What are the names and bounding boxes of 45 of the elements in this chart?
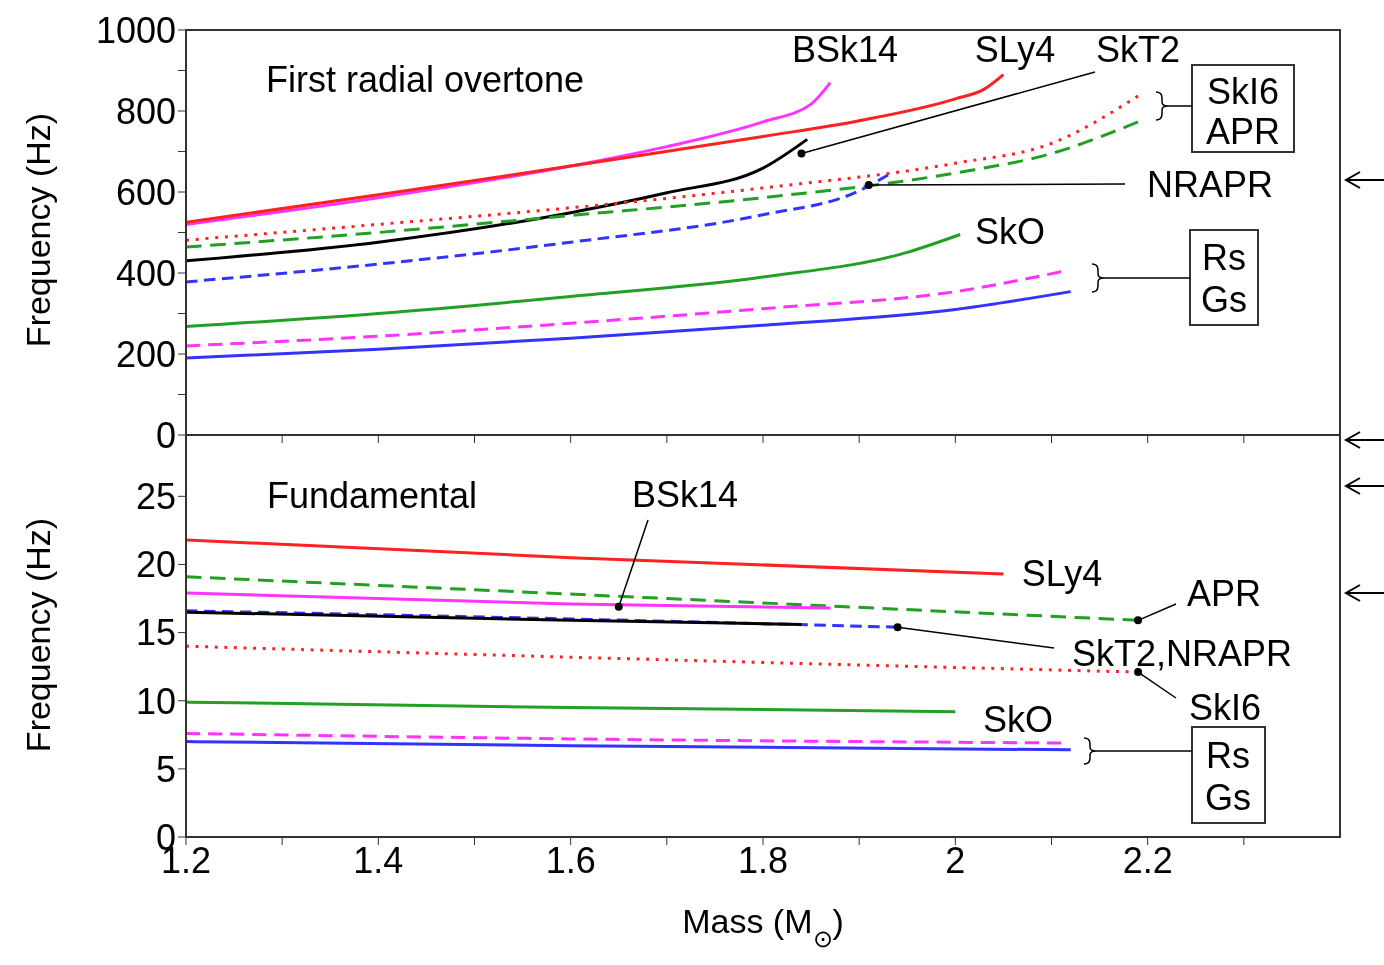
y-axis-title: Frequency (Hz) xyxy=(19,112,57,348)
line-series xyxy=(186,137,809,263)
text: Fundamental xyxy=(266,475,478,516)
text: First radial overtone xyxy=(265,59,585,100)
x-tick-label: 2.2 xyxy=(1122,839,1173,881)
annotation: SLy4 xyxy=(1021,553,1103,594)
annotation: SkI6 xyxy=(1206,71,1280,112)
y-tick-label: 0 xyxy=(155,414,176,456)
annotation: Rs xyxy=(1202,237,1246,278)
annotation: SkO xyxy=(982,699,1054,740)
y-tick-label: 5 xyxy=(155,748,176,790)
y-axis-title: Frequency (Hz) xyxy=(19,517,57,753)
line-series xyxy=(186,270,1063,348)
y-tick-label: 600 xyxy=(115,171,176,213)
y-tick-label: 20 xyxy=(135,544,176,586)
x-tick-label: 1.6 xyxy=(545,839,596,881)
annotation: BSk14 xyxy=(791,29,899,70)
line-series xyxy=(186,233,962,328)
y-tick-label: 25 xyxy=(135,476,176,518)
annotation: Rs xyxy=(1206,735,1250,776)
line-series xyxy=(186,94,1140,242)
y-tick-label: 400 xyxy=(115,252,176,294)
annotation: SLy4 xyxy=(974,29,1056,70)
x-tick-label: 2 xyxy=(945,839,966,881)
y-tick-label: 15 xyxy=(135,612,176,654)
annotation: SkI6 xyxy=(1188,687,1262,728)
annotation: SkT2 xyxy=(1095,29,1181,70)
x-tick-label: 1.4 xyxy=(353,839,404,881)
line-series xyxy=(186,120,1140,249)
x-axis-title: Mass (M$_{⊙}$) xyxy=(682,902,844,952)
annotation: SkT2,NRAPR xyxy=(1071,633,1293,674)
annotation: NRAPR xyxy=(1146,164,1274,205)
line-series xyxy=(186,290,1073,360)
y-tick-label: 200 xyxy=(115,333,176,375)
annotation: Gs xyxy=(1204,777,1252,818)
line-series xyxy=(186,173,890,284)
x-tick-label: 1.8 xyxy=(737,839,789,881)
annotation: Gs xyxy=(1200,279,1248,320)
y-tick-label: 800 xyxy=(115,90,176,132)
annotation: SkO xyxy=(974,211,1046,252)
annotation: BSk14 xyxy=(631,474,739,515)
annotation: APR xyxy=(1205,111,1281,152)
annotation: APR xyxy=(1186,573,1262,614)
y-tick-label: 1000 xyxy=(95,9,176,51)
y-tick-label: 10 xyxy=(135,680,176,722)
